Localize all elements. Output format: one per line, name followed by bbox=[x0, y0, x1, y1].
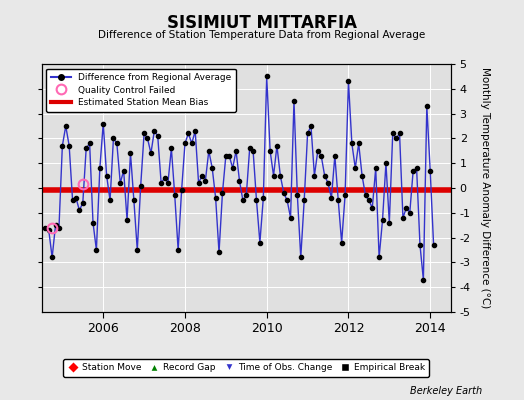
Text: Berkeley Earth: Berkeley Earth bbox=[410, 386, 482, 396]
Text: SISIMIUT MITTARFIA: SISIMIUT MITTARFIA bbox=[167, 14, 357, 32]
Y-axis label: Monthly Temperature Anomaly Difference (°C): Monthly Temperature Anomaly Difference (… bbox=[480, 67, 490, 309]
Legend: Station Move, Record Gap, Time of Obs. Change, Empirical Break: Station Move, Record Gap, Time of Obs. C… bbox=[63, 359, 429, 377]
Text: Difference of Station Temperature Data from Regional Average: Difference of Station Temperature Data f… bbox=[99, 30, 425, 40]
